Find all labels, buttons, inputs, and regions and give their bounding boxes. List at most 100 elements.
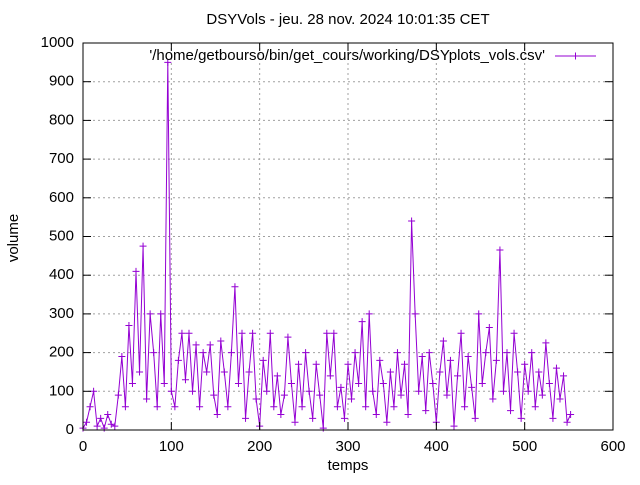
point-marker: [418, 352, 426, 360]
point-marker: [150, 349, 158, 357]
point-marker: [552, 364, 560, 372]
point-marker: [284, 333, 292, 341]
y-tick-label: 200: [49, 344, 74, 361]
plot-area: [79, 42, 614, 432]
y-tick-label: 800: [49, 111, 74, 128]
point-marker: [111, 422, 119, 430]
point-marker: [425, 349, 433, 357]
point-marker: [503, 349, 511, 357]
point-marker: [457, 329, 465, 337]
point-marker: [242, 414, 250, 422]
chart-title: DSYVols - jeu. 28 nov. 2024 10:01:35 CET: [206, 11, 489, 28]
point-marker: [86, 403, 94, 411]
point-marker: [305, 387, 313, 395]
point-marker: [259, 356, 267, 364]
point-marker: [210, 391, 218, 399]
point-marker: [252, 395, 260, 403]
x-tick-label: 600: [600, 438, 625, 455]
point-marker: [224, 403, 232, 411]
point-marker: [355, 380, 363, 388]
point-marker: [104, 411, 112, 419]
point-marker: [227, 349, 235, 357]
legend-label: '/home/getbourso/bin/get_cours/working/D…: [149, 47, 545, 64]
point-marker: [521, 360, 529, 368]
point-marker: [333, 403, 341, 411]
x-tick-label: 400: [424, 438, 449, 455]
point-marker: [125, 322, 133, 330]
point-marker: [277, 411, 285, 419]
point-marker: [358, 318, 366, 326]
point-marker: [351, 349, 359, 357]
point-marker: [348, 395, 356, 403]
point-marker: [171, 403, 179, 411]
point-marker: [535, 368, 543, 376]
point-marker: [415, 387, 423, 395]
x-tick-label: 0: [79, 438, 87, 455]
point-marker: [266, 329, 274, 337]
y-tick-label: 1000: [41, 34, 74, 51]
point-marker: [542, 339, 550, 347]
point-marker: [157, 310, 165, 318]
point-marker: [132, 267, 140, 275]
point-marker: [280, 391, 288, 399]
point-marker: [291, 418, 299, 426]
point-marker: [376, 356, 384, 364]
point-marker: [178, 329, 186, 337]
y-axis-label: volume: [5, 214, 22, 262]
point-marker: [93, 422, 101, 430]
point-marker: [464, 352, 472, 360]
point-marker: [436, 368, 444, 376]
point-marker: [238, 329, 246, 337]
point-marker: [139, 242, 147, 250]
point-marker: [160, 380, 168, 388]
point-marker: [213, 411, 221, 419]
y-tick-label: 100: [49, 382, 74, 399]
point-marker: [468, 383, 476, 391]
point-marker: [118, 352, 126, 360]
point-marker: [496, 246, 504, 254]
point-marker: [298, 403, 306, 411]
point-marker: [100, 424, 108, 432]
point-marker: [309, 414, 317, 422]
point-marker: [340, 414, 348, 422]
point-marker: [499, 387, 507, 395]
point-marker: [482, 349, 490, 357]
point-marker: [330, 329, 338, 337]
point-marker: [379, 380, 387, 388]
point-marker: [174, 356, 182, 364]
point-marker: [369, 387, 377, 395]
point-marker: [196, 403, 204, 411]
point-marker: [136, 368, 144, 376]
data-line: [82, 62, 572, 430]
point-marker: [107, 420, 115, 428]
point-marker: [185, 329, 193, 337]
point-marker: [319, 424, 327, 432]
point-marker: [128, 380, 136, 388]
point-marker: [510, 329, 518, 337]
x-tick-label: 500: [512, 438, 537, 455]
point-marker: [563, 418, 571, 426]
point-marker: [404, 411, 412, 419]
y-tick-label: 900: [49, 73, 74, 90]
point-marker: [429, 380, 437, 388]
point-marker: [454, 372, 462, 380]
point-marker: [206, 341, 214, 349]
point-marker: [383, 418, 391, 426]
point-marker: [461, 403, 469, 411]
x-tick-label: 100: [159, 438, 184, 455]
point-marker: [245, 368, 253, 376]
point-marker: [263, 387, 271, 395]
point-marker: [121, 403, 129, 411]
point-marker: [312, 360, 320, 368]
point-marker: [344, 360, 352, 368]
point-marker: [408, 217, 416, 225]
point-marker: [528, 349, 536, 357]
y-tick-label: 500: [49, 227, 74, 244]
point-marker: [249, 329, 257, 337]
point-marker: [450, 422, 458, 430]
point-marker: [143, 395, 151, 403]
point-marker: [390, 403, 398, 411]
point-marker: [90, 387, 98, 395]
y-tick-label: 300: [49, 305, 74, 322]
